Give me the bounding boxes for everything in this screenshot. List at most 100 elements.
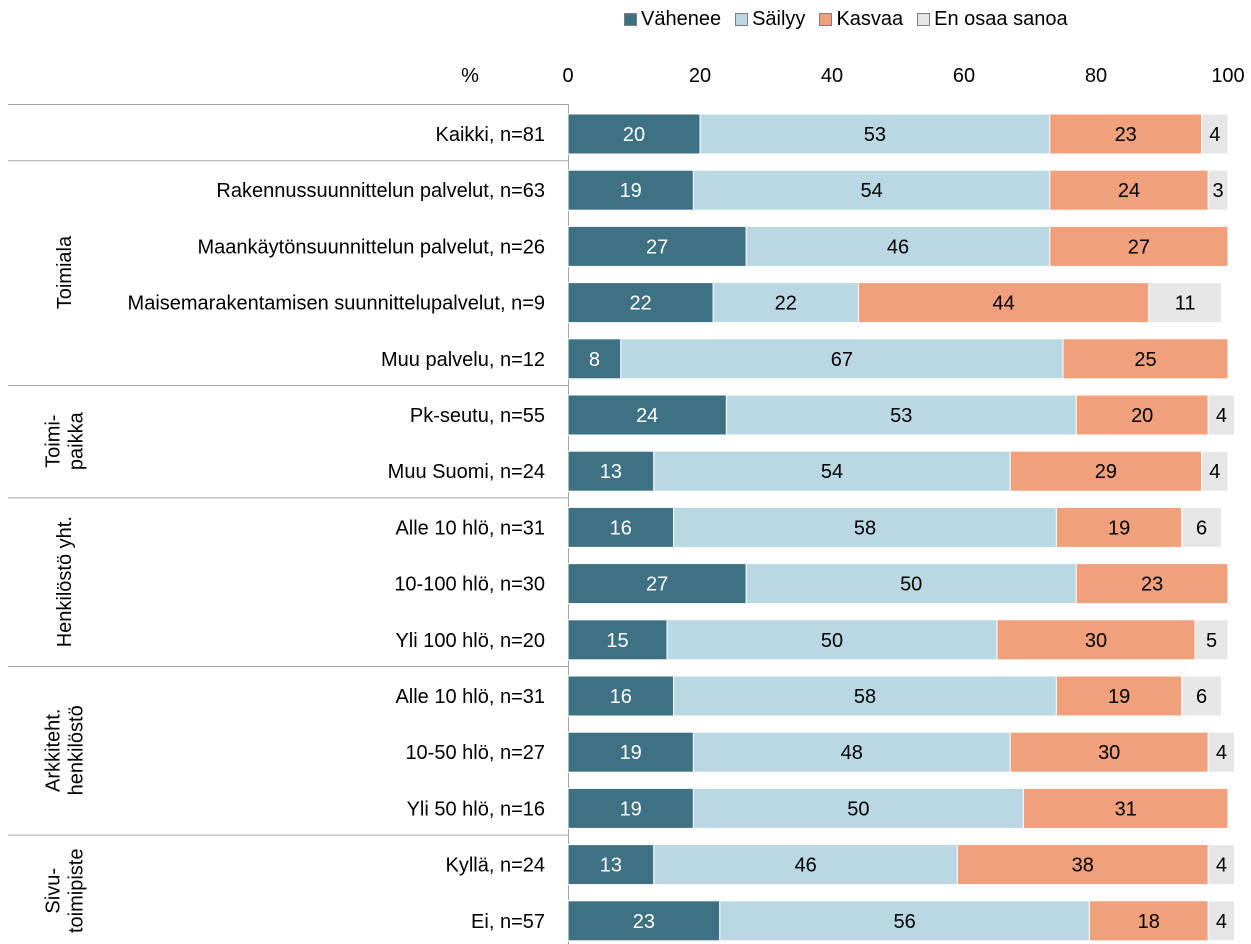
data-label: 27 xyxy=(646,574,668,596)
legend-item-kasvaa: Kasvaa xyxy=(819,8,903,31)
category-label: Rakennussuunnittelun palvelut, n=63 xyxy=(216,180,545,202)
data-label: 16 xyxy=(610,686,632,708)
category-label: Kyllä, n=24 xyxy=(445,855,545,877)
bar-segment xyxy=(1049,113,1203,155)
data-label: 50 xyxy=(821,630,843,652)
data-label: 4 xyxy=(1216,742,1227,764)
bar-segment xyxy=(1201,450,1229,492)
data-label: 29 xyxy=(1095,461,1117,483)
bar-segment xyxy=(1062,338,1229,380)
group-label-line: Arkkiteht. xyxy=(43,709,65,792)
bar-segment xyxy=(1049,225,1229,267)
data-label: 4 xyxy=(1216,405,1227,427)
bar-segment xyxy=(1009,450,1203,492)
data-label: 54 xyxy=(860,180,882,202)
data-label: 3 xyxy=(1213,180,1224,202)
bar-segment xyxy=(1022,787,1229,829)
legend-swatch xyxy=(624,13,637,26)
data-label: 24 xyxy=(636,405,658,427)
data-label: 23 xyxy=(1141,574,1163,596)
data-label: 6 xyxy=(1196,517,1207,539)
group-label: Sivu-toimipiste xyxy=(43,849,88,933)
bar-segment xyxy=(692,731,1011,773)
x-tick-label: 80 xyxy=(1085,65,1107,87)
data-label: 4 xyxy=(1209,124,1220,146)
data-label: 13 xyxy=(600,461,622,483)
bar-segment xyxy=(1207,900,1236,942)
bar-segment xyxy=(1207,394,1236,436)
data-label: 46 xyxy=(794,855,816,877)
bar-segment xyxy=(857,282,1150,324)
data-label: 19 xyxy=(620,180,642,202)
data-label: 27 xyxy=(1128,236,1150,258)
legend-label: Säilyy xyxy=(752,8,806,30)
bar-segment xyxy=(745,563,1077,605)
group-label: Arkkiteht.henkilöstö xyxy=(43,705,88,795)
bar-segment xyxy=(725,394,1077,436)
data-label: 48 xyxy=(841,742,863,764)
bar-segment xyxy=(1207,169,1229,211)
legend-label: Kasvaa xyxy=(836,8,904,30)
legend-label: En osaa sanoa xyxy=(934,8,1068,30)
data-label: 54 xyxy=(821,461,843,483)
bar-segment xyxy=(567,787,694,829)
chart-legend: Vähenee Säilyy Kasvaa En osaa sanoa xyxy=(624,8,1082,31)
bar-segment xyxy=(620,338,1064,380)
category-label: Muu palvelu, n=12 xyxy=(381,349,545,371)
category-label: Kaikki, n=81 xyxy=(435,124,545,146)
bar-segment xyxy=(653,450,1011,492)
data-label: 44 xyxy=(992,293,1014,315)
group-label: Toimi-paikka xyxy=(43,411,88,470)
bar-segment xyxy=(692,787,1024,829)
data-label: 11 xyxy=(1175,293,1196,315)
data-label: 46 xyxy=(887,236,909,258)
data-label: 53 xyxy=(864,124,886,146)
data-label: 18 xyxy=(1138,911,1160,933)
x-tick-label: 60 xyxy=(953,65,975,87)
legend-item-vahenee: Vähenee xyxy=(624,8,721,31)
data-label: 30 xyxy=(1085,630,1107,652)
bar-segment xyxy=(673,675,1057,717)
data-label: 56 xyxy=(893,911,915,933)
data-label: 31 xyxy=(1115,798,1137,820)
group-label-line: Toimi- xyxy=(43,415,65,468)
group-label-line: Sivu- xyxy=(43,868,65,914)
bar-segment xyxy=(712,282,859,324)
data-label: 16 xyxy=(610,517,632,539)
category-label: 10-50 hlö, n=27 xyxy=(405,742,545,764)
x-tick-label: 100 xyxy=(1211,65,1244,87)
x-tick-label: 40 xyxy=(821,65,843,87)
data-label: 19 xyxy=(620,742,642,764)
bar-segment xyxy=(699,113,1051,155)
data-label: 5 xyxy=(1206,630,1217,652)
group-label-line: paikka xyxy=(66,411,88,470)
bar-segment xyxy=(1201,113,1229,155)
data-label: 13 xyxy=(600,855,622,877)
data-label: 38 xyxy=(1072,855,1094,877)
data-label: 4 xyxy=(1216,855,1227,877)
bar-segment xyxy=(1181,506,1222,548)
bar-segment xyxy=(1207,844,1236,886)
data-label: 58 xyxy=(854,517,876,539)
legend-swatch xyxy=(735,13,749,26)
data-label: 67 xyxy=(831,349,853,371)
data-label: 58 xyxy=(854,686,876,708)
data-label: 22 xyxy=(775,293,797,315)
data-label: 6 xyxy=(1196,686,1207,708)
bar-segment xyxy=(567,675,675,717)
bar-segment xyxy=(567,169,694,211)
group-label-line: Henkilöstö yht. xyxy=(54,516,76,647)
category-label: Muu Suomi, n=24 xyxy=(388,461,545,483)
data-label: 20 xyxy=(1131,405,1153,427)
data-label: 19 xyxy=(1108,686,1130,708)
bar-segment xyxy=(567,844,655,886)
category-label: Ei, n=57 xyxy=(471,911,545,933)
data-label: 15 xyxy=(606,630,628,652)
legend-item-sailyy: Säilyy xyxy=(735,8,805,31)
bar-segment xyxy=(1148,282,1222,324)
bar-segment xyxy=(1075,563,1229,605)
data-label: 27 xyxy=(646,236,668,258)
bar-segment xyxy=(1075,394,1209,436)
category-label: Maisemarakentamisen suunnittelupalvelut,… xyxy=(128,293,545,315)
